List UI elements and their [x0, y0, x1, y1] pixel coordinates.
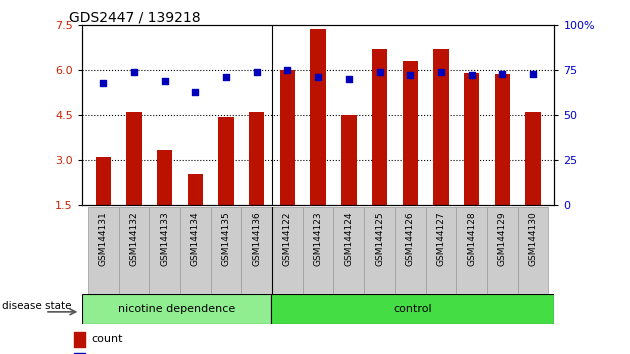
- Point: [405, 73, 415, 78]
- Bar: [518, 207, 548, 294]
- Text: GSM144124: GSM144124: [345, 211, 353, 266]
- Bar: [403, 61, 418, 205]
- Text: GSM144127: GSM144127: [437, 211, 445, 266]
- Text: GSM144135: GSM144135: [222, 211, 231, 266]
- Text: GSM144136: GSM144136: [252, 211, 261, 266]
- Bar: [311, 29, 326, 205]
- Point: [497, 71, 507, 76]
- Bar: [303, 207, 333, 294]
- Bar: [272, 207, 303, 294]
- Text: count: count: [91, 334, 123, 344]
- Point: [528, 71, 538, 76]
- Bar: [88, 207, 118, 294]
- Bar: [82, 294, 271, 324]
- Text: GSM144134: GSM144134: [191, 211, 200, 266]
- Bar: [495, 74, 510, 205]
- Bar: [280, 70, 295, 205]
- Text: GSM144129: GSM144129: [498, 211, 507, 266]
- Point: [436, 69, 446, 75]
- Text: GSM144123: GSM144123: [314, 211, 323, 266]
- Bar: [211, 207, 241, 294]
- Bar: [74, 332, 85, 347]
- Text: GSM144130: GSM144130: [529, 211, 537, 266]
- Bar: [456, 207, 487, 294]
- Text: GSM144128: GSM144128: [467, 211, 476, 266]
- Bar: [249, 112, 265, 205]
- Text: nicotine dependence: nicotine dependence: [118, 304, 235, 314]
- Point: [159, 78, 169, 84]
- Point: [98, 80, 108, 85]
- Point: [467, 73, 477, 78]
- Bar: [525, 112, 541, 205]
- Bar: [188, 174, 203, 205]
- Bar: [118, 207, 149, 294]
- Bar: [395, 207, 425, 294]
- Bar: [425, 207, 456, 294]
- Bar: [157, 150, 173, 205]
- Bar: [333, 207, 364, 294]
- Bar: [433, 49, 449, 205]
- Bar: [372, 49, 387, 205]
- Text: disease state: disease state: [2, 301, 71, 311]
- Text: control: control: [393, 304, 432, 314]
- Point: [129, 69, 139, 75]
- Point: [374, 69, 384, 75]
- Bar: [180, 207, 211, 294]
- Text: GSM144131: GSM144131: [99, 211, 108, 266]
- Bar: [149, 207, 180, 294]
- Bar: [464, 73, 479, 205]
- Point: [282, 67, 292, 73]
- Point: [252, 69, 262, 75]
- Bar: [487, 207, 518, 294]
- Point: [344, 76, 354, 82]
- Text: GSM144125: GSM144125: [375, 211, 384, 266]
- Point: [221, 74, 231, 80]
- Bar: [127, 112, 142, 205]
- Text: GSM144133: GSM144133: [160, 211, 169, 266]
- Point: [313, 74, 323, 80]
- Text: GSM144126: GSM144126: [406, 211, 415, 266]
- Bar: [341, 115, 357, 205]
- Bar: [364, 207, 395, 294]
- Text: GSM144132: GSM144132: [130, 211, 139, 266]
- Bar: [219, 116, 234, 205]
- Text: GSM144122: GSM144122: [283, 211, 292, 266]
- Bar: [96, 157, 111, 205]
- Bar: [74, 353, 85, 354]
- Bar: [241, 207, 272, 294]
- Text: GDS2447 / 139218: GDS2447 / 139218: [69, 11, 201, 25]
- Bar: [271, 294, 554, 324]
- Point: [190, 89, 200, 95]
